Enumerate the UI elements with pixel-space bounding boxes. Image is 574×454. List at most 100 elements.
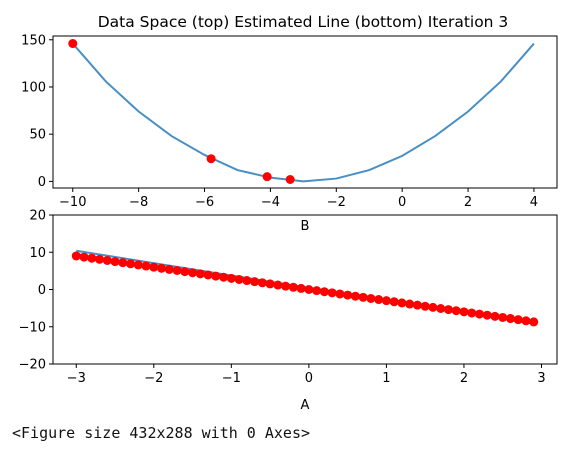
y-tick-label: 20 bbox=[29, 209, 46, 224]
x-tick-label: −8 bbox=[129, 195, 148, 210]
scatter-point bbox=[133, 260, 143, 270]
x-tick-label: −10 bbox=[59, 195, 86, 210]
y-tick-label: 50 bbox=[29, 128, 46, 143]
scatter-point bbox=[206, 154, 216, 164]
x-tick-label: −2 bbox=[144, 371, 163, 386]
scatter-point bbox=[529, 317, 539, 327]
scatter-point bbox=[412, 300, 422, 310]
x-tick-label: −3 bbox=[67, 371, 86, 386]
scatter-point bbox=[79, 252, 89, 262]
scatter-point bbox=[443, 305, 453, 315]
scatter-point bbox=[118, 258, 128, 268]
top-plot-frame bbox=[52, 35, 558, 189]
scatter-point bbox=[474, 309, 484, 319]
scatter-point bbox=[366, 293, 376, 303]
scatter-point bbox=[149, 262, 159, 272]
scatter-point bbox=[482, 310, 492, 320]
scatter-point bbox=[95, 254, 105, 264]
x-tick-label: 2 bbox=[460, 371, 468, 386]
scatter-point bbox=[265, 279, 275, 289]
scatter-point bbox=[490, 311, 500, 321]
series-line bbox=[72, 42, 535, 183]
x-tick-label: 4 bbox=[530, 195, 538, 210]
scatter-point bbox=[327, 288, 337, 298]
scatter-point bbox=[281, 281, 291, 291]
top-chart-title: Data Space (top) Estimated Line (bottom)… bbox=[98, 13, 509, 31]
scatter-point bbox=[234, 274, 244, 284]
scatter-point bbox=[157, 263, 167, 273]
scatter-point bbox=[420, 301, 430, 311]
scatter-point bbox=[498, 312, 508, 322]
scatter-point bbox=[397, 298, 407, 308]
scatter-point bbox=[288, 282, 298, 292]
scatter-point bbox=[110, 257, 120, 267]
scatter-point bbox=[172, 266, 182, 276]
scatter-point bbox=[436, 303, 446, 313]
scatter-point bbox=[68, 39, 78, 49]
scatter-point bbox=[358, 292, 368, 302]
x-tick-label: 1 bbox=[382, 371, 390, 386]
scatter-point bbox=[343, 290, 353, 300]
scatter-point bbox=[126, 259, 136, 269]
scatter-point bbox=[296, 283, 306, 293]
figure-caption: <Figure size 432x288 with 0 Axes> bbox=[12, 424, 311, 442]
y-tick-label: −20 bbox=[19, 358, 46, 373]
y-tick-label: 100 bbox=[21, 80, 46, 95]
x-tick-label: 0 bbox=[398, 195, 406, 210]
scatter-point bbox=[71, 251, 81, 261]
y-tick-label: 0 bbox=[38, 283, 46, 298]
top-axis-ticks: −10 −8 −6 −4 −2 0 2 4 0 50 100 150 bbox=[21, 33, 538, 210]
scatter-point bbox=[188, 268, 198, 278]
scatter-point bbox=[180, 267, 190, 277]
scatter-point bbox=[195, 269, 205, 279]
y-tick-label: 0 bbox=[38, 175, 46, 190]
x-tick-label: −4 bbox=[261, 195, 280, 210]
top-subplot: Data Space (top) Estimated Line (bottom)… bbox=[21, 13, 558, 234]
scatter-point bbox=[459, 307, 469, 317]
scatter-point bbox=[242, 276, 252, 286]
scatter-point bbox=[219, 272, 229, 282]
scatter-point bbox=[374, 295, 384, 305]
scatter-point bbox=[513, 315, 523, 325]
scatter-point bbox=[226, 273, 236, 283]
scatter-point bbox=[304, 285, 314, 294]
x-tick-label: 3 bbox=[537, 371, 545, 386]
y-tick-label: −10 bbox=[19, 320, 46, 335]
scatter-point bbox=[350, 291, 360, 301]
bottom-data-marks bbox=[71, 249, 539, 327]
scatter-point bbox=[250, 277, 260, 287]
scatter-point bbox=[164, 264, 174, 274]
x-tick-label: −1 bbox=[222, 371, 241, 386]
scatter-point bbox=[273, 280, 283, 290]
top-data-marks bbox=[68, 39, 535, 185]
top-x-axis-label: B bbox=[301, 219, 310, 234]
scatter-point bbox=[203, 270, 213, 280]
scatter-point bbox=[428, 302, 438, 312]
x-tick-label: −2 bbox=[327, 195, 346, 210]
scatter-point bbox=[257, 278, 267, 288]
scatter-point bbox=[102, 255, 112, 265]
scatter-point bbox=[451, 306, 461, 316]
scatter-point bbox=[389, 297, 399, 307]
scatter-point bbox=[521, 316, 531, 326]
x-tick-label: 0 bbox=[305, 371, 313, 386]
scatter-point bbox=[505, 314, 515, 324]
scatter-point bbox=[319, 287, 329, 297]
y-tick-label: 150 bbox=[21, 33, 46, 48]
bottom-x-axis-label: A bbox=[301, 398, 310, 413]
scatter-point bbox=[262, 172, 272, 182]
scatter-point bbox=[87, 253, 97, 263]
scatter-point bbox=[467, 308, 477, 318]
scatter-point bbox=[335, 289, 345, 299]
scatter-point bbox=[141, 261, 151, 271]
scatter-point bbox=[312, 286, 322, 296]
y-tick-label: 10 bbox=[29, 246, 46, 261]
scatter-point bbox=[381, 296, 391, 306]
scatter-point bbox=[285, 175, 295, 185]
x-tick-label: 2 bbox=[464, 195, 472, 210]
scatter-point bbox=[211, 271, 221, 281]
scatter-point bbox=[405, 299, 415, 309]
